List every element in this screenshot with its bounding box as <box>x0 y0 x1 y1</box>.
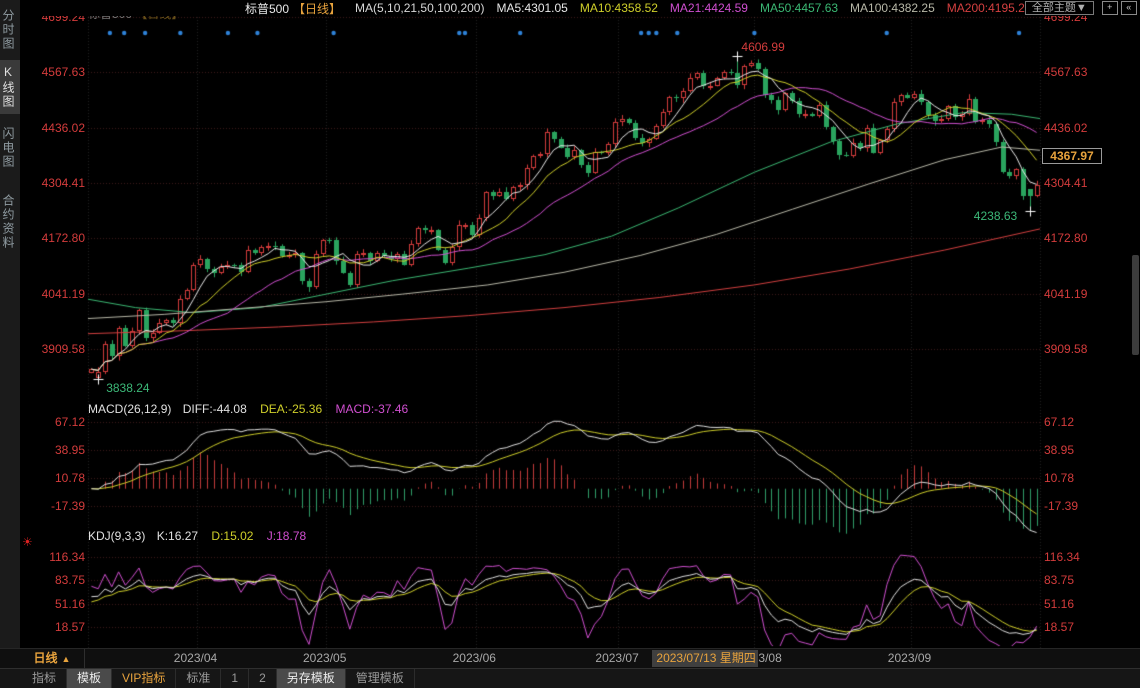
time-axis-label: 2023/09 <box>887 651 932 665</box>
vertical-scrollbar-thumb[interactable] <box>1132 255 1139 355</box>
kdj-j-value: J:18.78 <box>266 529 307 543</box>
period-selector[interactable]: 日线 ▲ <box>20 649 85 668</box>
macd-macd-value: MACD:-37.46 <box>335 402 409 416</box>
time-axis-label: 2023/07 <box>595 651 639 665</box>
shift-left-icon[interactable]: « <box>1120 1 1137 15</box>
header-bar: 标普500 【日线】 MA(5,10,21,50,100,200) MA5:43… <box>20 0 1140 16</box>
y-axis-tick-left: 18.57 <box>54 620 85 634</box>
y-axis-tick-right: 4041.19 <box>1044 287 1088 301</box>
pan-crosshair-icon[interactable]: + <box>1101 1 1118 15</box>
toolbar-item-标准[interactable]: 标准 <box>176 669 222 688</box>
y-axis-tick-right: 4567.63 <box>1044 65 1088 79</box>
y-axis-tick-left: 4436.02 <box>41 121 85 135</box>
time-axis-label: 2023/06 <box>452 651 496 665</box>
y-axis-tick-right: 67.12 <box>1044 415 1075 429</box>
y-axis-tick-right: 4304.41 <box>1044 176 1088 190</box>
y-axis-tick-right: 83.75 <box>1044 573 1075 587</box>
ma-values-group: MA5:4301.05 MA10:4358.52 MA21:4424.59 MA50:… <box>484 1 1024 15</box>
ma-value-label: MA5:4301.05 <box>496 1 568 15</box>
kdj-header: KDJ(9,3,3) K:16.27 D:15.02 J:18.78 <box>88 529 306 543</box>
ma-value-label: MA10:4358.52 <box>579 1 658 15</box>
red-burst-icon: ☀ <box>22 535 33 549</box>
y-axis-tick-left: 67.12 <box>54 415 85 429</box>
y-axis-tick-right: -17.39 <box>1044 499 1079 513</box>
toolbar-item-2[interactable]: 2 <box>249 669 277 688</box>
y-axis-tick-right: 51.16 <box>1044 597 1075 611</box>
y-axis-tick-left: 38.95 <box>54 443 85 457</box>
highlighted-date-box: 2023/07/13 星期四 <box>652 650 759 667</box>
y-axis-tick-right: 116.34 <box>1044 550 1080 564</box>
august-label-remnant: 3/08 <box>758 651 782 665</box>
kdj-d-value: D:15.02 <box>211 529 254 543</box>
up-triangle-icon: ▲ <box>61 654 71 664</box>
sidebar-tab-1[interactable]: 分时图 <box>1 9 15 51</box>
macd-diff-value: DIFF:-44.08 <box>182 402 247 416</box>
toolbar-item-1[interactable]: 1 <box>221 669 250 688</box>
theme-selector-button[interactable]: 全部主题▼ <box>1024 1 1094 15</box>
period-selector-label: 日线 <box>33 651 58 665</box>
ma-value-label: MA100:4382.25 <box>850 1 935 15</box>
macd-title: MACD(26,12,9) <box>88 402 172 416</box>
bottom-toolbar: 指标 模板 VIP指标 标准 1 2 另存模板 管理模板 <box>0 668 1140 688</box>
y-axis-tick-right: 4172.80 <box>1044 231 1088 245</box>
y-axis-tick-left: 4304.41 <box>41 176 85 190</box>
y-axis-tick-left: 83.75 <box>54 573 85 587</box>
y-axis-tick-left: 116.34 <box>49 550 85 564</box>
y-axis-tick-right: 10.78 <box>1044 471 1075 485</box>
y-axis-tick-right: 38.95 <box>1044 443 1075 457</box>
time-axis-label: 2023/05 <box>303 651 347 665</box>
low-annotation-right: 4238.63 <box>973 208 1018 223</box>
toolbar-item-指标[interactable]: 指标 <box>22 669 68 688</box>
y-axis-tick-left: -17.39 <box>50 499 85 513</box>
sidebar-tab-2[interactable]: K线图 <box>0 60 20 114</box>
y-axis-tick-left: 4041.19 <box>41 287 85 301</box>
macd-dea-value: DEA:-25.36 <box>260 402 323 416</box>
toolbar-item-管理模板[interactable]: 管理模板 <box>346 669 415 688</box>
y-axis-tick-right: 3909.58 <box>1044 342 1088 356</box>
kdj-k-value: K:16.27 <box>156 529 199 543</box>
ma-value-label: MA200:4195.2 <box>946 1 1025 15</box>
y-axis-tick-left: 3909.58 <box>41 342 85 356</box>
kdj-title: KDJ(9,3,3) <box>88 529 146 543</box>
sidebar-tab-4[interactable]: 合约资料 <box>1 194 15 250</box>
ma-value-label: MA21:4424.59 <box>669 1 748 15</box>
toolbar-item-模板[interactable]: 模板 <box>67 669 113 688</box>
time-axis-label: 2023/04 <box>173 651 218 665</box>
header-icon-group: +«»↦ <box>1101 1 1140 15</box>
toolbar-item-VIP指标[interactable]: VIP指标 <box>112 669 177 688</box>
low-annotation-left: 3838.24 <box>106 380 150 395</box>
y-axis-tick-left: 51.16 <box>54 597 85 611</box>
sidebar: 分时图 K线图闪电图合约资料 <box>0 0 21 648</box>
current-price-tag: 4367.97 <box>1042 148 1102 164</box>
period-label: 【日线】 <box>293 1 342 16</box>
symbol-title: 标普500 <box>245 1 290 16</box>
toolbar-item-另存模板[interactable]: 另存模板 <box>276 669 346 688</box>
y-axis-tick-left: 4567.63 <box>41 65 85 79</box>
macd-header: MACD(26,12,9) DIFF:-44.08 DEA:-25.36 MAC… <box>88 402 408 416</box>
y-axis-tick-left: 4172.80 <box>41 231 85 245</box>
time-axis: 日线 ▲ 2023/04 2023/05 2023/06 2023/07 2023/09 … <box>0 648 1140 669</box>
sidebar-tab-3[interactable]: 闪电图 <box>1 127 15 169</box>
ma-settings-label: MA(5,10,21,50,100,200) <box>355 1 485 15</box>
ma-value-label: MA50:4457.63 <box>759 1 839 15</box>
y-axis-tick-right: 18.57 <box>1044 620 1075 634</box>
y-axis-tick-right: 4436.02 <box>1044 121 1088 135</box>
high-annotation: 4606.99 <box>741 39 785 54</box>
y-axis-tick-left: 10.78 <box>54 471 85 485</box>
